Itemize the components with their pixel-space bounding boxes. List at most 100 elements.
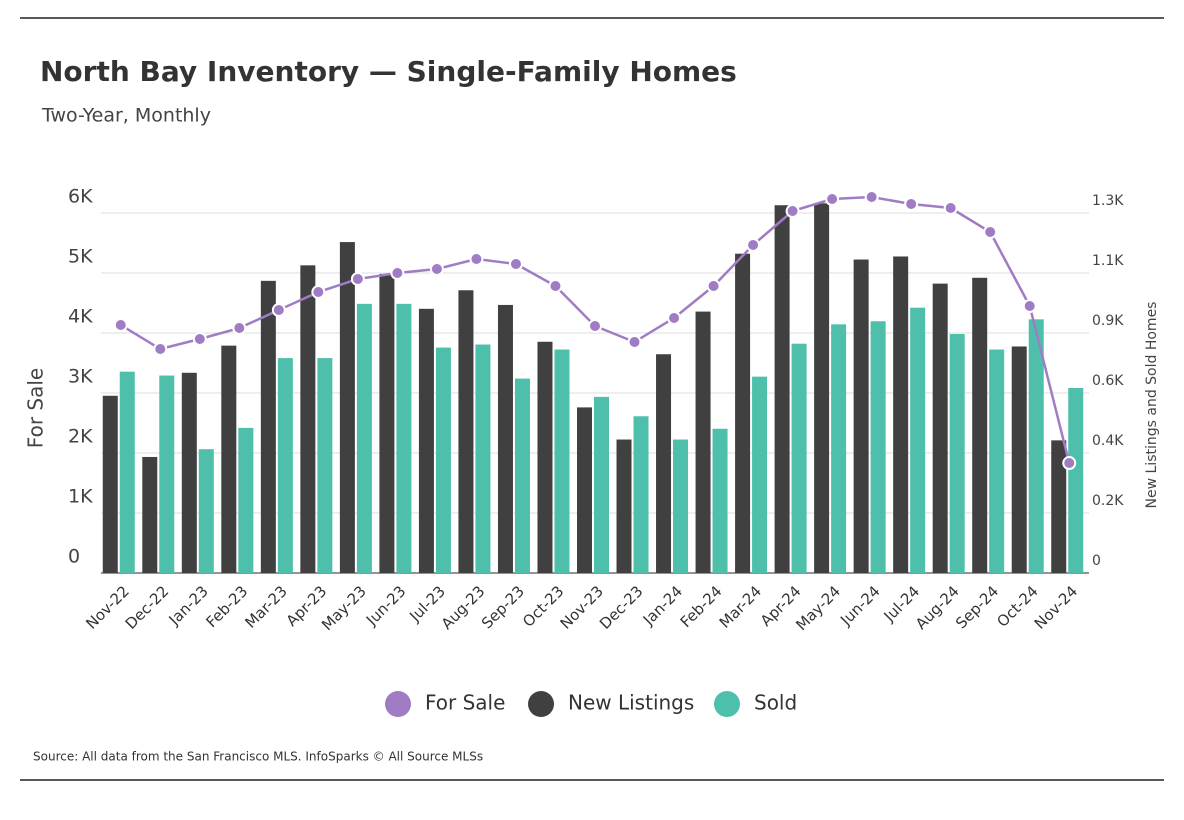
bar — [497, 304, 513, 573]
line-marker — [350, 272, 365, 286]
x-tick-label: Sep-23 — [478, 582, 528, 632]
x-tick-label: May-23 — [318, 582, 370, 634]
y-tick-label: 5K — [68, 246, 93, 268]
bar — [102, 395, 118, 573]
bar — [656, 354, 672, 573]
y2-tick-label: 0.6K — [1092, 373, 1124, 389]
x-tick-label: May-24 — [792, 582, 844, 634]
x-tick-label: Sep-24 — [952, 582, 1002, 632]
bar — [1051, 440, 1067, 573]
legend-label: New Listings — [568, 691, 694, 715]
bar — [198, 449, 214, 573]
bar — [673, 439, 689, 573]
bar — [300, 265, 316, 573]
x-tick-label: Dec-23 — [596, 582, 647, 633]
bar — [712, 428, 728, 573]
chart-subtitle: Two-Year, Monthly — [41, 105, 211, 127]
bar — [238, 427, 254, 573]
line-marker — [311, 285, 326, 300]
bar — [142, 456, 158, 573]
line-marker — [153, 342, 168, 357]
bar — [616, 439, 632, 573]
bar — [221, 345, 237, 573]
y2-tick-label: 0.2K — [1092, 493, 1124, 509]
bar — [458, 290, 474, 573]
bar — [1068, 388, 1084, 573]
y2-tick-label: 1.1K — [1092, 253, 1124, 269]
bar — [814, 203, 830, 574]
bar — [396, 303, 412, 573]
x-tick-label: Mar-24 — [716, 582, 765, 631]
bar — [972, 277, 988, 573]
y-axis-title: For Sale — [24, 368, 48, 448]
bar — [317, 358, 333, 573]
y-tick-label: 1K — [68, 486, 93, 508]
legend-label: For Sale — [425, 691, 505, 715]
line-marker — [785, 204, 800, 219]
line-marker — [825, 192, 840, 207]
line-marker — [113, 318, 128, 333]
y-tick-label: 3K — [68, 366, 93, 388]
bar — [735, 253, 751, 573]
x-tick-label: Feb-24 — [677, 582, 726, 631]
y2-tick-label: 0 — [1092, 553, 1101, 569]
y2-axis-title: New Listings and Sold Homes — [1144, 302, 1160, 509]
line-marker — [1062, 456, 1077, 471]
line-marker — [1022, 299, 1037, 313]
line-marker — [667, 311, 682, 325]
bar — [181, 372, 197, 573]
bar — [435, 347, 451, 573]
y-tick-label: 6K — [68, 186, 93, 208]
line-marker — [746, 237, 761, 252]
x-tick-label: Dec-22 — [122, 582, 173, 633]
y-tick-label: 4K — [68, 306, 93, 328]
bar — [554, 349, 570, 573]
y2-tick-label: 0.4K — [1092, 433, 1124, 449]
x-tick-label: Jun-24 — [836, 582, 883, 629]
x-tick-label: Nov-22 — [82, 582, 132, 632]
bar — [159, 375, 175, 573]
line-marker — [864, 189, 879, 204]
bar — [949, 334, 965, 573]
line-marker — [983, 225, 998, 240]
bar — [870, 321, 886, 573]
bar — [932, 283, 948, 573]
x-tick-label: Nov-23 — [557, 582, 607, 632]
bar — [695, 311, 711, 573]
bar — [379, 273, 395, 573]
y-tick-label: 2K — [68, 426, 93, 448]
line-marker — [469, 252, 484, 267]
x-tick-label: Jan-23 — [165, 582, 212, 629]
bar — [633, 416, 649, 573]
line-marker — [588, 318, 602, 333]
bar — [1028, 319, 1044, 573]
bar — [260, 280, 276, 573]
y-tick-label: 0 — [68, 546, 80, 568]
x-tick-label: Feb-23 — [202, 582, 251, 631]
x-tick-label: Jun-23 — [362, 582, 409, 629]
bar — [831, 324, 847, 573]
bar — [752, 376, 768, 573]
x-tick-label: Mar-23 — [241, 582, 290, 631]
line-marker — [232, 321, 247, 336]
x-tick-label: Nov-24 — [1031, 582, 1081, 632]
bar — [277, 358, 293, 573]
bar — [1011, 346, 1027, 573]
bar — [791, 343, 807, 573]
line-marker — [390, 266, 405, 280]
bar — [475, 344, 491, 573]
bar — [339, 242, 355, 574]
source-note: Source: All data from the San Francisco … — [33, 750, 483, 764]
legend-label: Sold — [754, 691, 797, 715]
bar — [356, 303, 372, 573]
line-marker — [904, 197, 919, 211]
bar — [514, 378, 530, 573]
x-tick-label: Jan-24 — [639, 582, 686, 629]
x-tick-label: Aug-23 — [438, 582, 489, 633]
bar — [577, 407, 592, 573]
legend-swatch — [528, 691, 554, 717]
line-marker — [271, 303, 286, 318]
line-marker — [627, 335, 642, 349]
line-marker — [192, 332, 207, 346]
